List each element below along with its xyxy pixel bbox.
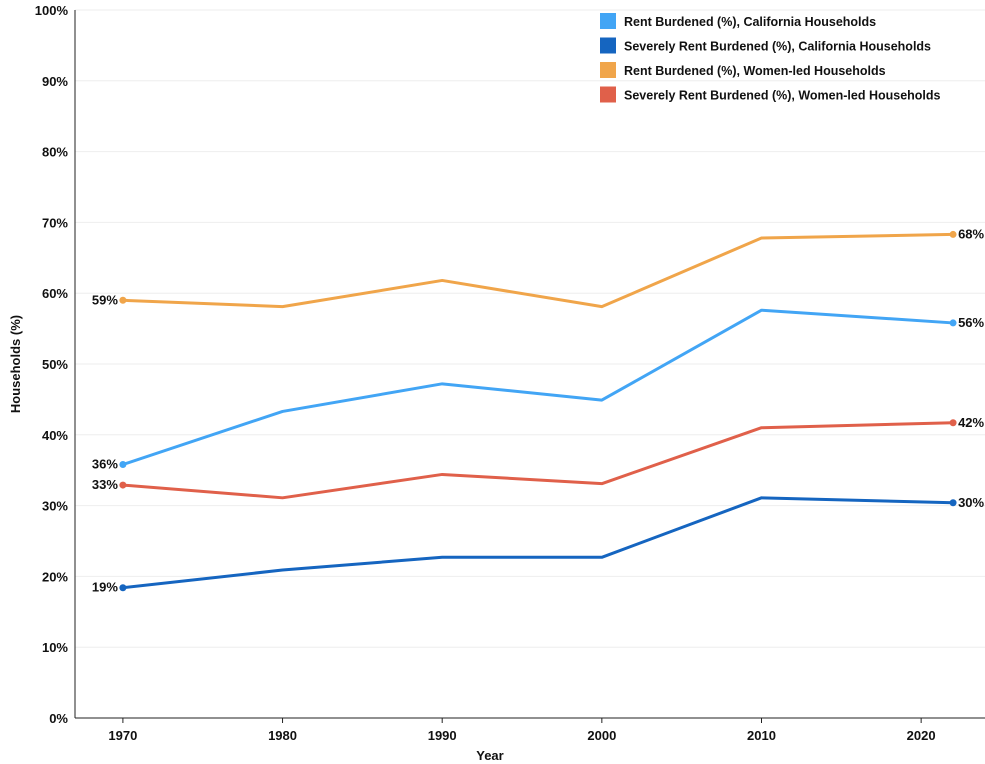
data-label-end: 68% xyxy=(958,226,984,241)
legend-label-2: Rent Burdened (%), Women-led Households xyxy=(624,64,886,78)
series-line-0 xyxy=(122,308,954,466)
series-lines xyxy=(119,230,957,592)
y-tick-label: 50% xyxy=(42,357,68,372)
x-tick-label: 1980 xyxy=(268,728,297,743)
y-axis-title: Households (%) xyxy=(8,315,23,413)
x-tick-label: 2010 xyxy=(747,728,776,743)
axes: 0% 10% 20% 30% 40% 50% 60% 70% 80% 90% 100% 1970 198… xyxy=(35,3,985,743)
series-end-point-3 xyxy=(949,419,957,427)
legend-swatch-1 xyxy=(600,37,616,54)
data-label-end: 56% xyxy=(958,315,984,330)
legend-label-0: Rent Burdened (%), California Households xyxy=(624,15,876,29)
y-tick-label: 80% xyxy=(42,145,68,160)
series-end-point-2 xyxy=(949,230,957,238)
legend-swatch-2 xyxy=(600,62,616,78)
legend: Rent Burdened (%), California Households… xyxy=(600,13,941,103)
x-tick-label: 2020 xyxy=(907,728,936,743)
series-start-point-3 xyxy=(119,481,127,489)
series-end-point-1 xyxy=(949,499,957,507)
series-start-point-1 xyxy=(119,584,127,592)
y-tick-label: 20% xyxy=(42,569,68,584)
series-line-2 xyxy=(122,232,954,309)
legend-label-3: Severely Rent Burdened (%), Women-led Ho… xyxy=(624,89,941,103)
data-labels: 36% 56% 19% 30% 59% 68% 33% 42% xyxy=(92,226,985,594)
series-end-point-0 xyxy=(949,319,957,327)
data-label-start: 19% xyxy=(92,580,118,595)
y-tick-label: 10% xyxy=(42,640,68,655)
y-tick-label: 60% xyxy=(42,286,68,301)
x-tick-label: 1970 xyxy=(108,728,137,743)
gridlines xyxy=(75,9,985,648)
legend-swatch-3 xyxy=(600,86,616,103)
legend-swatch-0 xyxy=(600,13,616,29)
data-label-start: 36% xyxy=(92,457,118,472)
series-line-1 xyxy=(122,496,954,590)
y-tick-label: 40% xyxy=(42,428,68,443)
series-start-point-2 xyxy=(119,296,127,304)
legend-label-1: Severely Rent Burdened (%), California H… xyxy=(624,40,931,54)
y-tick-label: 100% xyxy=(35,3,69,18)
y-tick-label: 30% xyxy=(42,499,68,514)
y-tick-label: 70% xyxy=(42,215,68,230)
y-tick-label: 0% xyxy=(49,711,68,726)
data-label-end: 30% xyxy=(958,495,984,510)
series-line-3 xyxy=(122,421,954,500)
x-tick-label: 1990 xyxy=(428,728,457,743)
series-start-point-0 xyxy=(119,461,127,469)
data-label-start: 33% xyxy=(92,477,118,492)
data-label-start: 59% xyxy=(92,292,118,307)
data-label-end: 42% xyxy=(958,415,984,430)
x-tick-label: 2000 xyxy=(587,728,616,743)
y-tick-label: 90% xyxy=(42,74,68,89)
x-axis-title: Year xyxy=(476,748,503,763)
